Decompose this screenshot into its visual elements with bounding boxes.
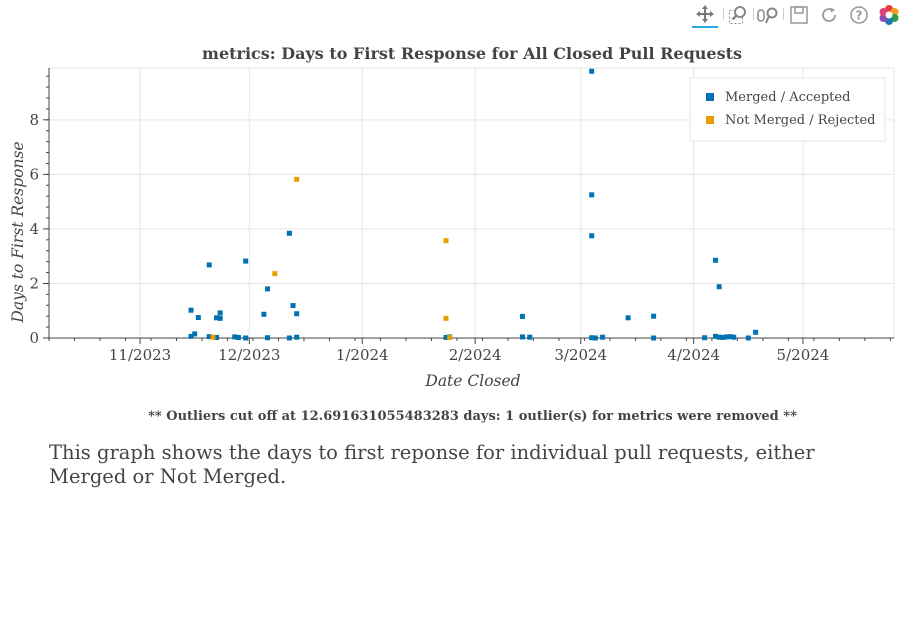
merged-point xyxy=(265,335,271,341)
merged-point xyxy=(716,284,722,290)
merged-point xyxy=(716,334,722,340)
merged-point xyxy=(592,335,598,341)
chart-toolbar: ? xyxy=(692,0,900,30)
merged-point xyxy=(188,307,194,313)
chart-description: This graph shows the days to first repon… xyxy=(49,441,815,488)
merged-point xyxy=(206,262,212,268)
merged-point xyxy=(261,311,267,317)
merged-point xyxy=(217,310,223,316)
scatter-chart: metrics: Days to First Response for All … xyxy=(9,44,895,390)
chart-legend: Merged / Accepted Not Merged / Rejected xyxy=(689,77,886,142)
pan-tool-button[interactable] xyxy=(692,2,718,28)
merged-point xyxy=(625,315,631,321)
merged-point xyxy=(745,335,751,341)
box-zoom-tool-button[interactable] xyxy=(725,2,751,28)
merged-point xyxy=(214,334,220,340)
merged-point xyxy=(589,68,595,74)
merged-point xyxy=(720,334,726,340)
not-merged-point xyxy=(443,238,449,244)
save-icon xyxy=(790,6,808,24)
merged-point xyxy=(294,311,300,317)
svg-text:?: ? xyxy=(856,9,863,23)
merged-point xyxy=(727,334,733,340)
axes: 11/2023 12/2023 1/2024 2/2024 3/2024 4/2024 5/… xyxy=(29,68,894,364)
merged-point xyxy=(713,333,719,339)
merged-point xyxy=(753,329,759,335)
legend-label-not-merged: Not Merged / Rejected xyxy=(725,113,875,128)
not-merged-point xyxy=(272,271,278,277)
merged-point xyxy=(651,335,657,341)
merged-point xyxy=(243,258,249,264)
merged-point xyxy=(294,334,300,340)
merged-point xyxy=(731,334,737,340)
merged-point xyxy=(527,334,533,340)
x-tick-label: 5/2024 xyxy=(777,346,830,364)
x-tick-label: 12/2023 xyxy=(218,346,280,364)
legend-box xyxy=(689,77,886,142)
merged-point xyxy=(192,331,198,337)
bokeh-logo[interactable] xyxy=(876,2,900,28)
legend-swatch-not-merged xyxy=(706,116,714,124)
x-tick-label: 4/2024 xyxy=(667,346,720,364)
merged-point xyxy=(589,233,595,239)
merged-point xyxy=(232,334,238,340)
merged-point xyxy=(702,335,708,341)
merged-point xyxy=(589,335,595,341)
merged-point xyxy=(214,315,220,321)
wheel-zoom-tool-button[interactable] xyxy=(755,2,781,28)
merged-point xyxy=(519,334,525,340)
x-tick-label: 2/2024 xyxy=(449,346,502,364)
merged-point xyxy=(217,315,223,321)
not-merged-point xyxy=(210,334,216,340)
x-axis-label: Date Closed xyxy=(424,372,520,390)
merged-point xyxy=(651,313,657,319)
merged-point xyxy=(443,334,449,340)
merged-point xyxy=(188,333,194,339)
box-zoom-icon xyxy=(729,6,746,24)
legend-swatch-merged xyxy=(706,93,714,101)
chart-title: metrics: Days to First Response for All … xyxy=(202,44,742,63)
merged-point xyxy=(235,334,241,340)
not-merged-point xyxy=(443,315,449,321)
x-tick-label: 11/2023 xyxy=(109,346,171,364)
merged-point xyxy=(286,230,292,236)
data-points xyxy=(188,68,759,341)
merged-point xyxy=(723,334,729,340)
y-tick-label: 0 xyxy=(29,329,39,347)
toolbar-separator xyxy=(753,8,754,20)
not-merged-point xyxy=(447,334,453,340)
toolbar-separator xyxy=(783,8,784,20)
not-merged-point xyxy=(294,176,300,182)
wheel-zoom-icon xyxy=(757,7,778,24)
help-tool-button[interactable]: ? xyxy=(846,2,872,28)
help-icon: ? xyxy=(850,6,868,24)
y-axis-label: Days to First Response xyxy=(9,141,27,323)
reset-tool-button[interactable] xyxy=(816,2,842,28)
merged-point xyxy=(600,334,606,340)
merged-point xyxy=(243,335,249,341)
merged-point xyxy=(290,303,296,309)
y-tick-label: 6 xyxy=(29,165,39,183)
merged-point xyxy=(206,334,212,340)
y-tick-label: 4 xyxy=(29,220,39,238)
legend-label-merged: Merged / Accepted xyxy=(725,90,850,105)
merged-point xyxy=(265,286,271,292)
reset-icon xyxy=(822,7,836,22)
merged-point xyxy=(589,192,595,198)
merged-point xyxy=(195,315,201,321)
x-tick-label: 3/2024 xyxy=(554,346,607,364)
bokeh-logo-icon xyxy=(879,5,899,25)
x-tick-label: 1/2024 xyxy=(336,346,389,364)
y-tick-label: 8 xyxy=(29,111,39,129)
pan-icon xyxy=(696,5,714,23)
outlier-footnote: ** Outliers cut off at 12.69163105548328… xyxy=(148,409,797,424)
y-tick-label: 2 xyxy=(29,274,39,292)
merged-point xyxy=(713,257,719,263)
merged-point xyxy=(286,335,292,341)
toolbar-separator xyxy=(723,8,724,20)
save-tool-button[interactable] xyxy=(786,2,812,28)
merged-point xyxy=(519,313,525,319)
